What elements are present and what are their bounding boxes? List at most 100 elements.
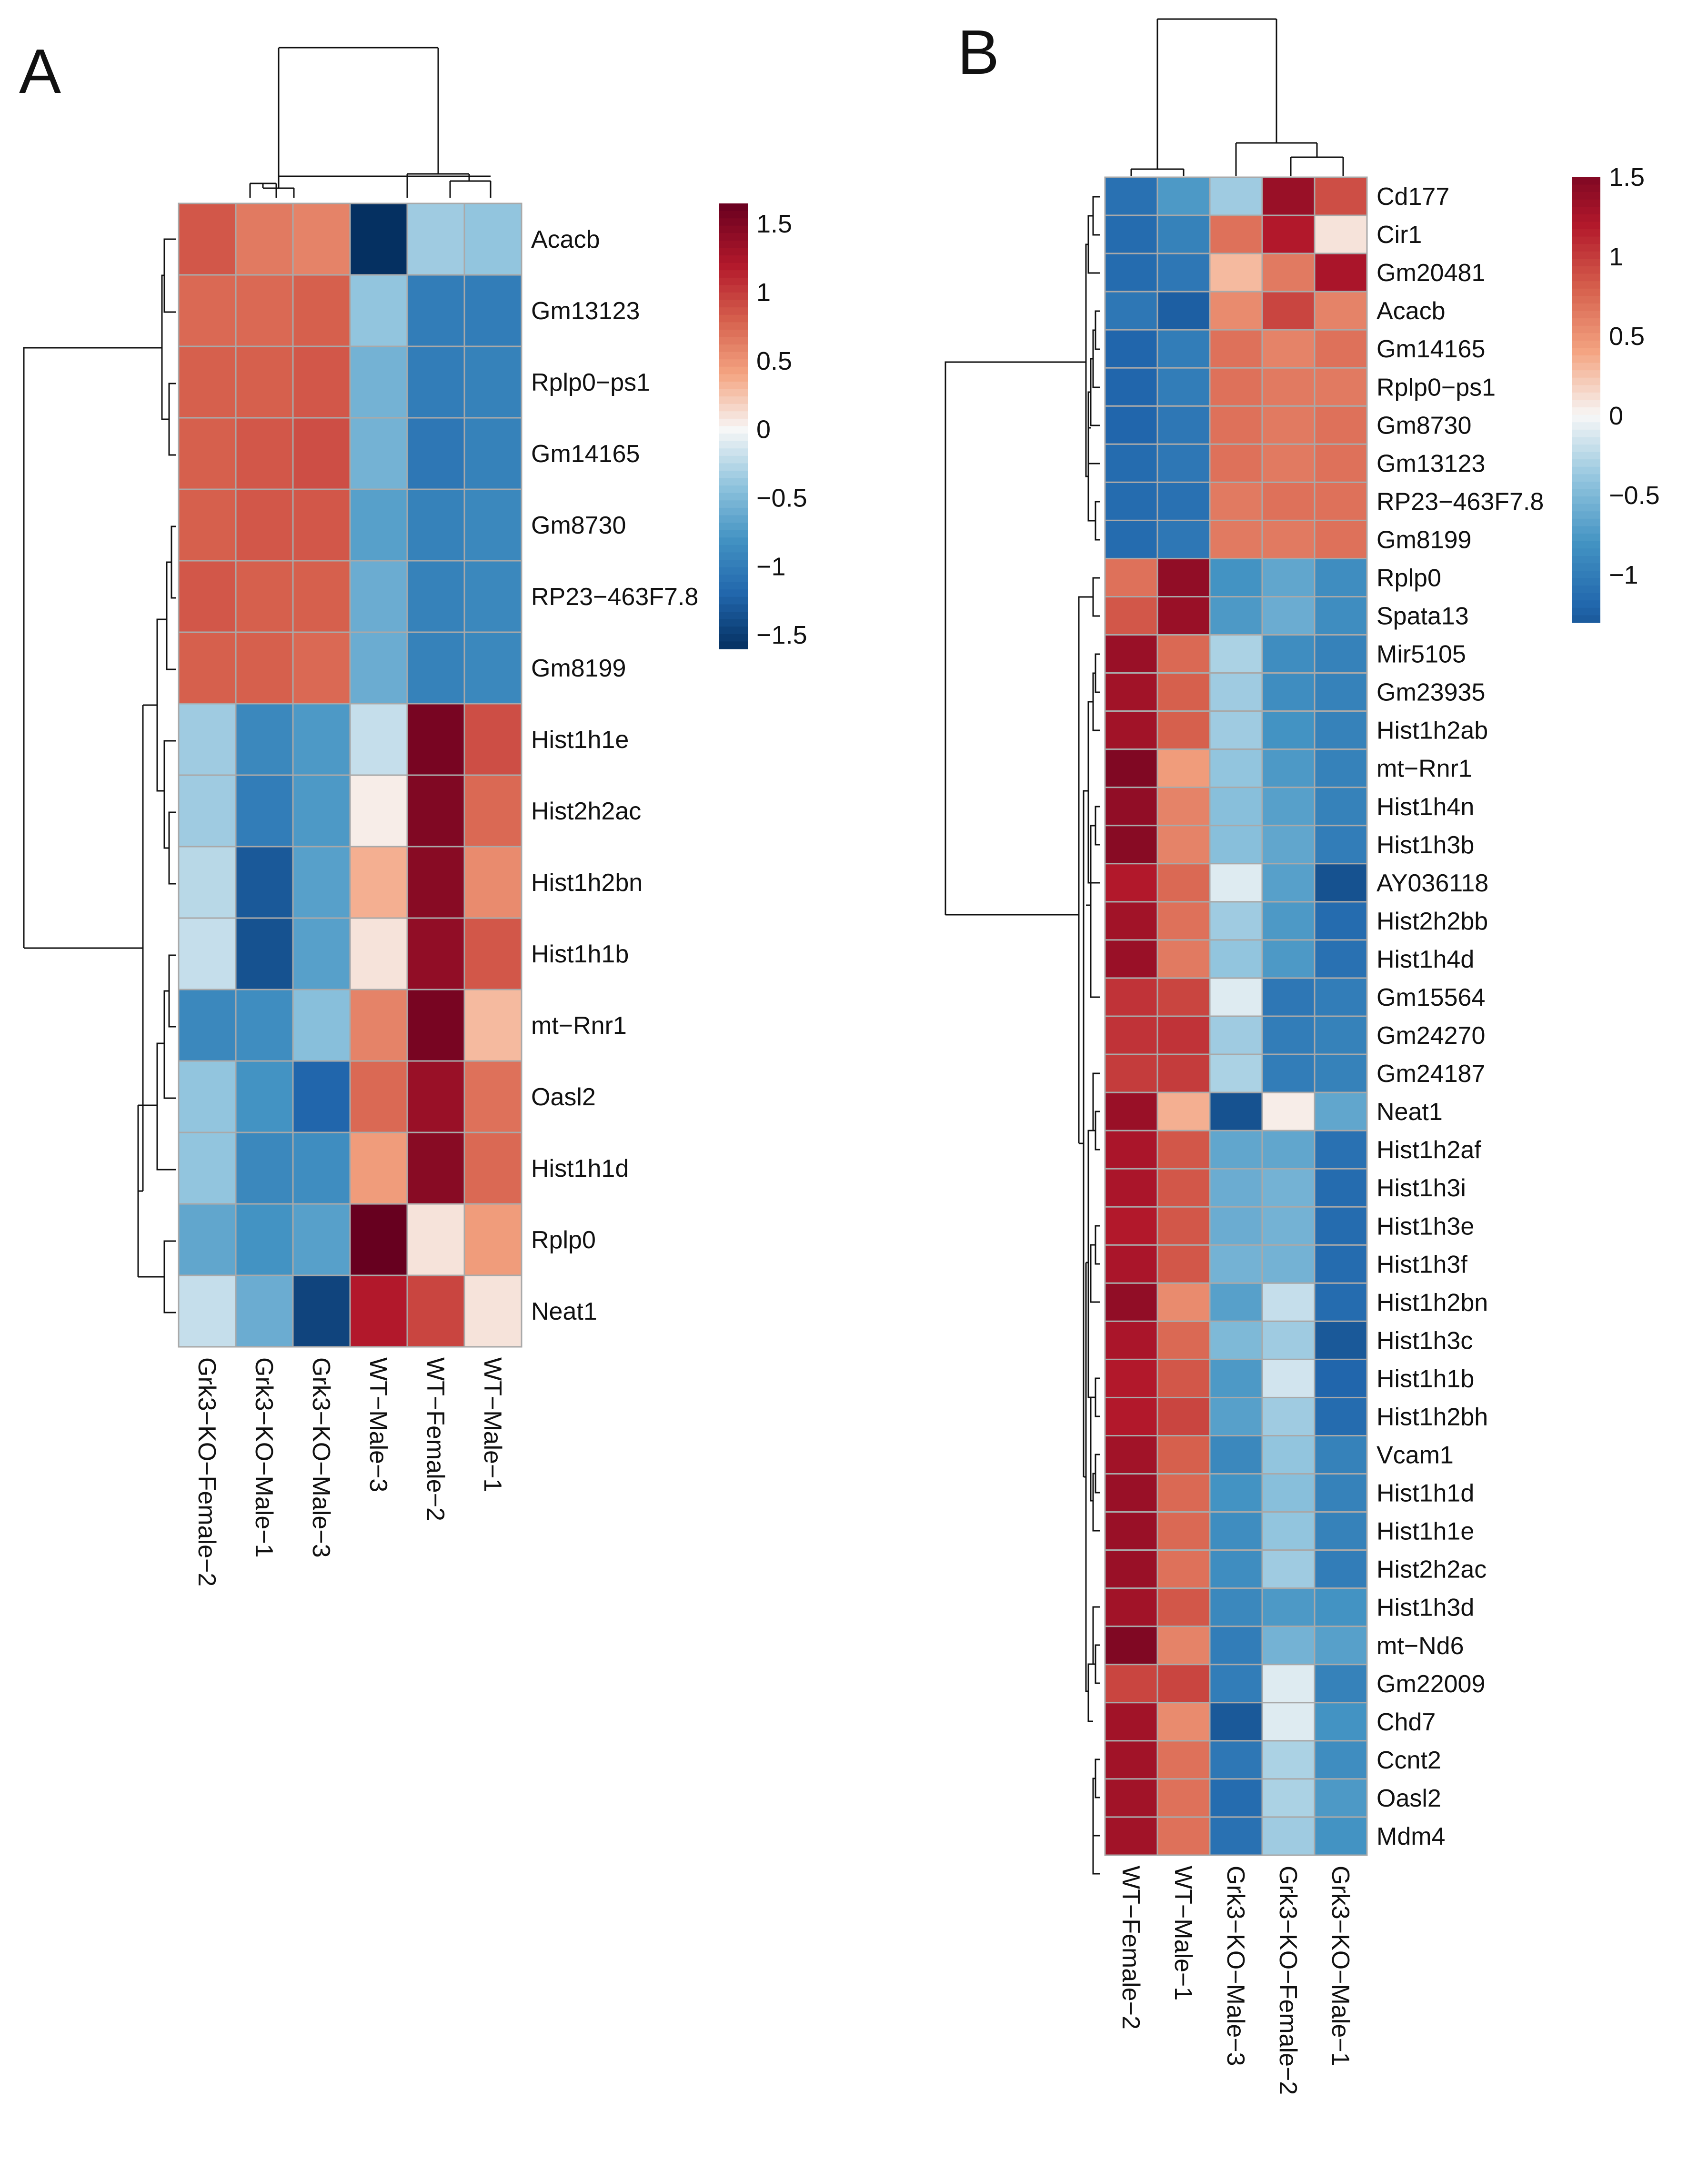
cell-rp23-463f7-8-grk3-ko-male-1	[235, 560, 294, 633]
cell-mt-rnr1-wt-female-2	[406, 989, 465, 1062]
cell-gm22009-wt-male-1	[1156, 1664, 1211, 1704]
cell-ccnt2-wt-male-1	[1156, 1740, 1211, 1780]
cell-hist1h1d-grk3-ko-male-3	[292, 1131, 351, 1205]
column-label-wt-male-1: WT−Male−1	[1169, 1866, 1197, 2000]
cell-ay036118-grk3-ko-male-1	[1314, 863, 1368, 903]
cell-cir1-wt-male-1	[1156, 214, 1211, 254]
cell-rp23-463f7-8-wt-female-2	[1104, 481, 1158, 521]
colorbar-segment	[719, 641, 748, 649]
cell-neat1-grk3-ko-male-3	[292, 1274, 351, 1348]
cell-gm13123-grk3-ko-male-1	[235, 274, 294, 347]
cell-hist1h3e-grk3-ko-male-3	[1209, 1206, 1263, 1246]
cell-gm8730-grk3-ko-male-3	[292, 488, 351, 562]
column-dendrogram-a	[249, 47, 492, 198]
row-label-mdm4: Mdm4	[1376, 1823, 1445, 1850]
colorbar-segment	[1572, 437, 1600, 445]
row-label-gm23935: Gm23935	[1376, 679, 1485, 707]
colorbar-segment	[1572, 607, 1600, 616]
row-label-neat1: Neat1	[531, 1298, 597, 1325]
cell-rp23-463f7-8-wt-male-1	[1156, 481, 1211, 521]
cell-hist1h4n-wt-male-1	[1156, 787, 1211, 827]
cell-hist2h2ac-wt-female-2	[406, 774, 465, 848]
colorbar-segment	[1572, 489, 1600, 497]
colorbar-segment	[719, 500, 748, 508]
row-label-acacb: Acacb	[1376, 297, 1446, 325]
cell-hist1h2bn-wt-female-2	[406, 846, 465, 919]
cell-mt-nd6-grk3-ko-female-2	[1261, 1626, 1316, 1666]
colorbar-segment	[1572, 229, 1600, 237]
cell-hist1h1b-grk3-ko-male-3	[1209, 1358, 1263, 1398]
cell-hist1h4d-wt-female-2	[1104, 939, 1158, 979]
colorbar-segment	[1572, 296, 1600, 304]
colorbar-segment	[1572, 593, 1600, 601]
colorbar-segment	[719, 322, 748, 330]
cell-acacb-grk3-ko-male-3	[1209, 291, 1263, 331]
cell-rp23-463f7-8-grk3-ko-male-3	[292, 560, 351, 633]
colorbar-segment	[1572, 563, 1600, 571]
cell-hist1h2ab-wt-male-1	[1156, 710, 1211, 750]
cell-hist1h3i-grk3-ko-male-1	[1314, 1168, 1368, 1208]
colorbar-tick-label: −0.5	[1609, 481, 1660, 510]
cell-hist1h2ab-grk3-ko-female-2	[1261, 710, 1316, 750]
cell-hist1h1b-wt-male-1	[463, 917, 522, 990]
colorbar-segment	[719, 537, 748, 546]
colorbar-segment	[719, 523, 748, 531]
row-labels-b: Cd177 Cir1 Gm20481 Acacb Gm14165 Rplp0−ps1 Gm8…	[1376, 183, 1544, 1850]
cell-hist1h1d-grk3-ko-female-2	[1261, 1473, 1316, 1513]
row-label-cd177: Cd177	[1376, 183, 1449, 211]
row-label-neat1: Neat1	[1376, 1098, 1443, 1126]
cell-hist1h1e-grk3-ko-male-1	[235, 703, 294, 776]
cell-gm22009-grk3-ko-female-2	[1261, 1664, 1316, 1704]
cell-neat1-grk3-ko-female-2	[1261, 1091, 1316, 1131]
cell-gm8730-wt-male-3	[349, 488, 408, 562]
cell-hist1h2ab-grk3-ko-male-1	[1314, 710, 1368, 750]
cell-neat1-grk3-ko-male-1	[1314, 1091, 1368, 1131]
cell-hist1h2bn-wt-female-2	[1104, 1282, 1158, 1322]
cell-gm20481-wt-female-2	[1104, 253, 1158, 293]
cell-hist1h3d-grk3-ko-female-2	[1261, 1587, 1316, 1627]
cell-hist1h2ab-wt-female-2	[1104, 710, 1158, 750]
row-label-hist1h3i: Hist1h3i	[1376, 1174, 1466, 1202]
row-label-hist1h2bn: Hist1h2bn	[531, 869, 643, 897]
cell-hist1h3f-grk3-ko-female-2	[1261, 1244, 1316, 1284]
cell-gm24270-wt-female-2	[1104, 1015, 1158, 1055]
cell-rplp0-grk3-ko-female-2	[178, 1203, 237, 1276]
colorbar-a: 1.5 1 0.5 0 −0.5 −1 −1.5	[719, 203, 807, 649]
cell-oasl2-grk3-ko-female-2	[1261, 1778, 1316, 1818]
colorbar-segment	[1572, 288, 1600, 296]
cell-hist1h2bn-wt-male-3	[349, 846, 408, 919]
cell-hist1h3d-grk3-ko-male-3	[1209, 1587, 1263, 1627]
colorbar-segment	[719, 589, 748, 597]
cell-mt-rnr1-wt-female-2	[1104, 748, 1158, 788]
colorbar-segment	[1572, 199, 1600, 207]
row-label-hist1h3c: Hist1h3c	[1376, 1327, 1473, 1354]
cell-hist1h2bh-grk3-ko-female-2	[1261, 1397, 1316, 1436]
cell-rp23-463f7-8-wt-female-2	[406, 560, 465, 633]
row-label-hist1h4n: Hist1h4n	[1376, 793, 1474, 821]
colorbar-segment	[719, 329, 748, 338]
cell-gm8199-grk3-ko-male-1	[235, 631, 294, 705]
cell-gm8199-wt-female-2	[406, 631, 465, 705]
colorbar-tick-label: −1	[1609, 561, 1638, 589]
cell-hist1h1d-grk3-ko-male-1	[1314, 1473, 1368, 1513]
colorbar-segment	[1572, 184, 1600, 192]
colorbar-segment	[1572, 348, 1600, 356]
colorbar-segment	[719, 225, 748, 233]
colorbar-segment	[1572, 259, 1600, 267]
cell-hist1h1d-wt-female-2	[1104, 1473, 1158, 1513]
row-label-hist1h3f: Hist1h3f	[1376, 1251, 1467, 1278]
cell-hist1h2af-wt-male-1	[1156, 1130, 1211, 1170]
cell-oasl2-wt-female-2	[1104, 1778, 1158, 1818]
cell-gm24187-wt-female-2	[1104, 1053, 1158, 1093]
cell-acacb-wt-male-1	[463, 202, 522, 276]
cell-gm8199-wt-female-2	[1104, 519, 1158, 559]
colorbar-tick-label: −1	[756, 552, 786, 581]
column-label-grk3-ko-female-2: Grk3−KO−Female−2	[1274, 1866, 1302, 2095]
row-label-hist2h2ac: Hist2h2ac	[531, 798, 641, 825]
row-label-gm15564: Gm15564	[1376, 984, 1485, 1011]
row-label-hist1h1e: Hist1h1e	[1376, 1518, 1474, 1546]
cell-gm13123-grk3-ko-male-1	[1314, 443, 1368, 483]
heatmap-cells-a	[178, 202, 522, 1348]
cell-chd7-wt-female-2	[1104, 1702, 1158, 1742]
